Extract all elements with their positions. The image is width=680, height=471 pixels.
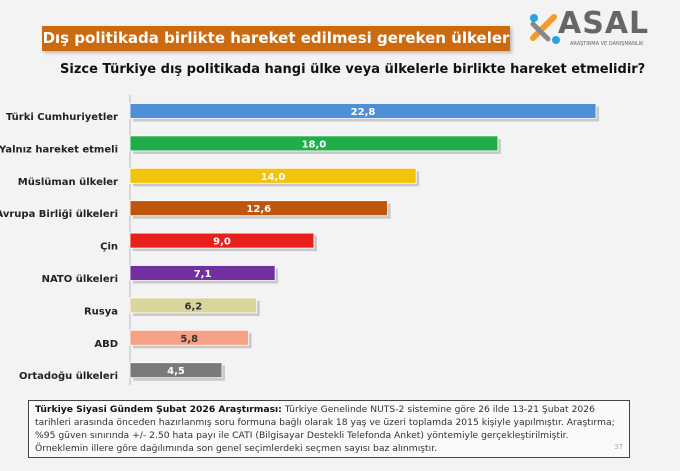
data-label: 12,6: [246, 204, 271, 215]
asal-logo: ASAL ARAŞTIRMA VE DANIŞMANLIK: [528, 6, 653, 50]
data-label: 7,1: [194, 269, 212, 280]
category-label: Avrupa Birliği ülkeleri: [0, 208, 118, 220]
logo-text: ASAL: [558, 6, 650, 41]
bar-chart: Türki Cumhuriyetler 22,8 Yalnız hareket et…: [0, 95, 599, 385]
note-heading: Türkiye Siyasi Gündem Şubat 2026 Araştır…: [35, 404, 282, 415]
data-label: 9,0: [213, 237, 231, 248]
category-label: ABD: [94, 339, 118, 350]
bar: [129, 265, 276, 281]
note-text: Türkiye Genelinde NUTS-2 sistemine göre …: [35, 404, 615, 454]
bar: [129, 232, 315, 249]
bar: [129, 167, 417, 184]
data-label: 6,2: [185, 301, 203, 312]
category-label: Türki Cumhuriyetler: [6, 112, 118, 123]
category-label: Müslüman ülkeler: [18, 177, 118, 188]
chart-title: Sizce Türkiye dış politikada hangi ülke …: [60, 62, 646, 77]
logo-subtitle: ARAŞTIRMA VE DANIŞMANLIK: [570, 41, 644, 47]
banner-title: Dış politikada birlikte hareket edilmesi…: [42, 26, 510, 51]
category-label: NATO ülkeleri: [42, 274, 118, 285]
bar: [129, 297, 258, 314]
bar: [129, 135, 499, 152]
category-label: Rusya: [84, 306, 118, 317]
category-label: Ortadoğu ülkeleri: [19, 370, 118, 382]
data-label: 4,5: [167, 366, 185, 377]
bar: [129, 329, 249, 346]
category-label: Yalnız hareket etmeli: [0, 144, 118, 155]
bar: [129, 362, 223, 379]
data-label: 5,8: [180, 334, 198, 345]
data-label: 22,8: [351, 107, 376, 118]
bar: [129, 200, 388, 217]
category-label: Çin: [100, 242, 118, 253]
data-label: 14,0: [261, 172, 286, 183]
logo-mark-icon: [530, 14, 560, 44]
data-label: 18,0: [302, 139, 327, 150]
methodology-note: Türkiye Siyasi Gündem Şubat 2026 Araştır…: [28, 400, 630, 458]
bar: [129, 103, 597, 119]
page-number: 37: [614, 443, 623, 451]
